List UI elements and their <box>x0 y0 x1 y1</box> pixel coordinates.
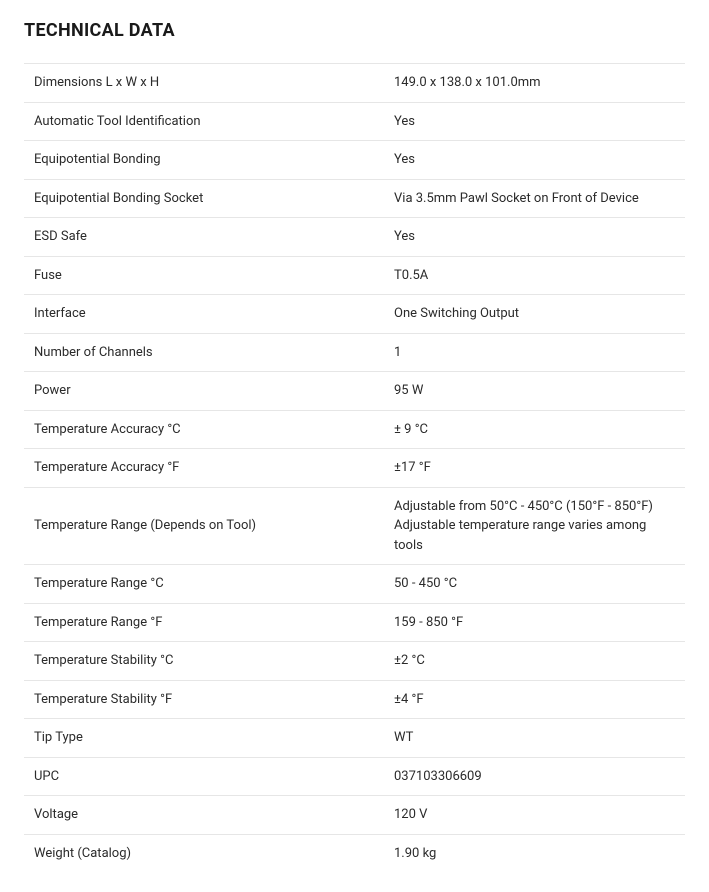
spec-label: Power <box>24 372 384 411</box>
spec-value: Yes <box>384 141 685 180</box>
spec-label: Fuse <box>24 256 384 295</box>
spec-label: ESD Safe <box>24 218 384 257</box>
spec-value: Yes <box>384 102 685 141</box>
spec-label: Temperature Range (Depends on Tool) <box>24 487 384 565</box>
table-row: Power95 W <box>24 372 685 411</box>
spec-label: Dimensions L x W x H <box>24 64 384 103</box>
spec-value: 120 V <box>384 796 685 835</box>
spec-value: Yes <box>384 218 685 257</box>
spec-value: ±17 °F <box>384 449 685 488</box>
spec-value: Adjustable from 50°C - 450°C (150°F - 85… <box>384 487 685 565</box>
spec-label: Equipotential Bonding Socket <box>24 179 384 218</box>
spec-value: 95 W <box>384 372 685 411</box>
spec-label: Temperature Accuracy °F <box>24 449 384 488</box>
spec-label: Equipotential Bonding <box>24 141 384 180</box>
table-row: Number of Channels1 <box>24 333 685 372</box>
section-title: TECHNICAL DATA <box>24 20 685 41</box>
table-row: Temperature Range (Depends on Tool)Adjus… <box>24 487 685 565</box>
spec-value: WT <box>384 719 685 758</box>
table-row: InterfaceOne Switching Output <box>24 295 685 334</box>
table-row: Weight (Catalog)1.90 kg <box>24 834 685 872</box>
spec-value: ± 9 °C <box>384 410 685 449</box>
table-row: Dimensions L x W x H149.0 x 138.0 x 101.… <box>24 64 685 103</box>
table-row: Equipotential BondingYes <box>24 141 685 180</box>
spec-label: Temperature Stability °F <box>24 680 384 719</box>
spec-value: 1.90 kg <box>384 834 685 872</box>
spec-label: Tip Type <box>24 719 384 758</box>
spec-label: Interface <box>24 295 384 334</box>
spec-label: Temperature Range °C <box>24 565 384 604</box>
spec-label: Weight (Catalog) <box>24 834 384 872</box>
table-row: Automatic Tool IdentificationYes <box>24 102 685 141</box>
spec-value: ±2 °C <box>384 642 685 681</box>
table-row: Temperature Accuracy °F±17 °F <box>24 449 685 488</box>
table-row: Temperature Range °F159 - 850 °F <box>24 603 685 642</box>
spec-label: Number of Channels <box>24 333 384 372</box>
table-row: Temperature Accuracy °C± 9 °C <box>24 410 685 449</box>
spec-label: Temperature Stability °C <box>24 642 384 681</box>
spec-value: 1 <box>384 333 685 372</box>
spec-value: 149.0 x 138.0 x 101.0mm <box>384 64 685 103</box>
table-row: Tip TypeWT <box>24 719 685 758</box>
table-row: UPC037103306609 <box>24 757 685 796</box>
spec-value: 037103306609 <box>384 757 685 796</box>
table-row: Temperature Stability °F±4 °F <box>24 680 685 719</box>
table-row: FuseT0.5A <box>24 256 685 295</box>
spec-value: 159 - 850 °F <box>384 603 685 642</box>
spec-label: Automatic Tool Identification <box>24 102 384 141</box>
spec-label: Voltage <box>24 796 384 835</box>
spec-label: Temperature Range °F <box>24 603 384 642</box>
spec-value: ±4 °F <box>384 680 685 719</box>
table-row: Temperature Range °C50 - 450 °C <box>24 565 685 604</box>
technical-data-tbody: Dimensions L x W x H149.0 x 138.0 x 101.… <box>24 64 685 873</box>
spec-value: T0.5A <box>384 256 685 295</box>
table-row: Voltage120 V <box>24 796 685 835</box>
table-row: Equipotential Bonding SocketVia 3.5mm Pa… <box>24 179 685 218</box>
table-row: ESD SafeYes <box>24 218 685 257</box>
table-row: Temperature Stability °C±2 °C <box>24 642 685 681</box>
spec-value: 50 - 450 °C <box>384 565 685 604</box>
spec-label: Temperature Accuracy °C <box>24 410 384 449</box>
spec-label: UPC <box>24 757 384 796</box>
technical-data-table: Dimensions L x W x H149.0 x 138.0 x 101.… <box>24 63 685 872</box>
spec-value: Via 3.5mm Pawl Socket on Front of Device <box>384 179 685 218</box>
spec-value: One Switching Output <box>384 295 685 334</box>
